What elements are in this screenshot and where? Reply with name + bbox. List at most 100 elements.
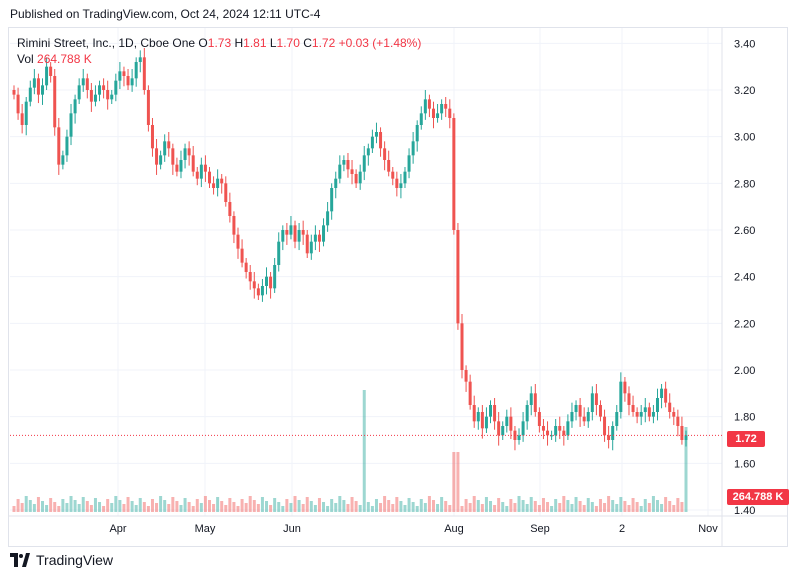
candle-body[interactable] [546, 430, 550, 436]
candle-body[interactable] [370, 136, 374, 149]
candle-body[interactable] [623, 381, 627, 394]
candle-body[interactable] [631, 405, 635, 412]
candle-body[interactable] [395, 178, 399, 188]
candle-body[interactable] [529, 393, 533, 405]
candle-body[interactable] [647, 407, 651, 417]
candle-body[interactable] [570, 412, 574, 422]
candle-body[interactable] [346, 160, 350, 170]
candle-body[interactable] [203, 164, 207, 172]
candle-body[interactable] [468, 381, 472, 405]
candle-body[interactable] [607, 435, 611, 440]
candle-body[interactable] [619, 381, 623, 412]
candle-body[interactable] [24, 101, 28, 125]
candle-body[interactable] [228, 202, 232, 216]
candle-body[interactable] [244, 262, 248, 272]
candle-body[interactable] [476, 412, 480, 422]
candle-body[interactable] [159, 155, 163, 165]
candle-body[interactable] [102, 85, 106, 90]
candle-body[interactable] [248, 272, 252, 282]
candle-body[interactable] [639, 412, 643, 417]
candle-body[interactable] [668, 402, 672, 412]
candle-body[interactable] [114, 80, 118, 95]
candle-body[interactable] [415, 125, 419, 142]
candle-body[interactable] [191, 155, 195, 172]
candle-body[interactable] [554, 426, 558, 436]
candle-body[interactable] [98, 85, 102, 95]
candle-body[interactable] [138, 57, 142, 62]
candle-body[interactable] [326, 211, 330, 226]
candle-body[interactable] [183, 148, 187, 160]
candle-body[interactable] [391, 171, 395, 179]
candle-body[interactable] [342, 160, 346, 165]
candle-body[interactable] [509, 416, 513, 431]
candle-body[interactable] [611, 426, 615, 440]
candle-body[interactable] [265, 276, 269, 286]
candle-body[interactable] [562, 430, 566, 436]
candle-body[interactable] [594, 393, 598, 405]
candle-body[interactable] [65, 136, 69, 156]
candle-body[interactable] [212, 183, 216, 188]
candle-body[interactable] [130, 78, 134, 86]
candle-body[interactable] [317, 234, 321, 242]
candle-body[interactable] [110, 94, 114, 100]
candle-body[interactable] [313, 234, 317, 242]
candle-body[interactable] [574, 405, 578, 412]
candle-body[interactable] [53, 76, 57, 128]
candle-body[interactable] [456, 230, 460, 324]
candle-body[interactable] [41, 85, 45, 95]
candle-body[interactable] [155, 148, 159, 165]
candle-body[interactable] [354, 174, 358, 184]
candle-body[interactable] [566, 421, 570, 436]
candle-body[interactable] [256, 288, 260, 296]
candle-body[interactable] [655, 398, 659, 412]
candle-body[interactable] [171, 148, 175, 165]
candle-body[interactable] [207, 171, 211, 184]
candle-body[interactable] [305, 234, 309, 254]
candle-body[interactable] [358, 171, 362, 184]
candle-body[interactable] [660, 388, 664, 398]
candle-body[interactable] [12, 90, 16, 95]
candle-body[interactable] [635, 412, 639, 417]
candle-body[interactable] [521, 421, 525, 436]
candle-body[interactable] [423, 99, 427, 114]
candle-body[interactable] [224, 183, 228, 202]
candle-body[interactable] [309, 241, 313, 254]
candle-body[interactable] [541, 426, 545, 431]
candle-body[interactable] [57, 127, 61, 165]
candle-body[interactable] [627, 393, 631, 405]
candle-body[interactable] [517, 435, 521, 440]
candle-body[interactable] [533, 393, 537, 412]
candle-body[interactable] [374, 132, 378, 137]
candle-body[interactable] [122, 71, 126, 76]
candle-body[interactable] [501, 426, 505, 436]
candle-body[interactable] [550, 435, 554, 437]
candle-body[interactable] [448, 108, 452, 118]
candle-body[interactable] [444, 104, 448, 109]
candle-body[interactable] [32, 78, 36, 88]
candle-body[interactable] [167, 141, 171, 149]
candle-body[interactable] [146, 90, 150, 125]
candle-body[interactable] [236, 234, 240, 249]
candle-body[interactable] [297, 230, 301, 242]
candle-body[interactable] [431, 108, 435, 118]
candle-body[interactable] [77, 85, 81, 100]
candle-body[interactable] [28, 87, 32, 102]
candle-body[interactable] [407, 155, 411, 172]
candle-body[interactable] [684, 435, 688, 440]
candle-body[interactable] [260, 286, 264, 296]
candle-body[interactable] [399, 183, 403, 188]
candle-body[interactable] [615, 412, 619, 426]
candle-body[interactable] [289, 225, 293, 235]
candle-body[interactable] [643, 407, 647, 412]
candle-body[interactable] [350, 169, 354, 174]
candle-body[interactable] [85, 78, 89, 90]
candle-body[interactable] [277, 241, 281, 265]
candle-body[interactable] [142, 57, 146, 90]
candle-body[interactable] [20, 113, 24, 125]
candle-body[interactable] [93, 94, 97, 102]
candle-body[interactable] [366, 148, 370, 156]
candle-body[interactable] [651, 412, 655, 417]
candle-body[interactable] [440, 104, 444, 114]
candle-body[interactable] [680, 426, 684, 440]
candle-body[interactable] [36, 78, 40, 95]
